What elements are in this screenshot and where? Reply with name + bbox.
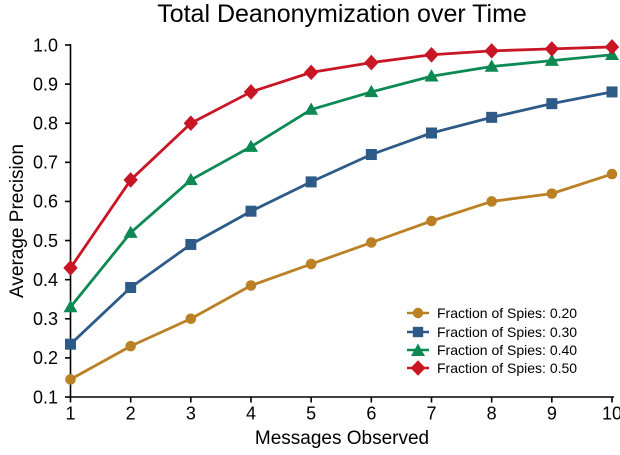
data-point bbox=[243, 84, 259, 100]
legend-marker-circle-icon bbox=[407, 307, 429, 319]
series-line-0 bbox=[69, 172, 614, 381]
data-point bbox=[123, 172, 138, 188]
y-tick-label: 0.6 bbox=[33, 192, 58, 212]
data-point bbox=[424, 46, 439, 63]
series-line-2 bbox=[69, 53, 614, 309]
x-tick-label: 3 bbox=[186, 404, 196, 424]
legend-marker-square-icon bbox=[407, 326, 429, 337]
legend-item: Fraction of Spies: 0.30 bbox=[404, 322, 577, 340]
x-tick-label: 10 bbox=[602, 404, 620, 424]
data-point bbox=[544, 41, 560, 57]
data-point bbox=[546, 98, 558, 110]
legend-label: Fraction of Spies: 0.50 bbox=[437, 360, 578, 377]
legend-marker-diamond-icon bbox=[407, 360, 429, 377]
x-tick-label: 1 bbox=[65, 404, 75, 424]
y-tick-label: 0.1 bbox=[33, 387, 58, 407]
x-tick-label: 8 bbox=[487, 404, 497, 424]
data-point bbox=[65, 338, 76, 350]
legend-label: Fraction of Spies: 0.20 bbox=[437, 305, 578, 322]
data-point bbox=[245, 205, 257, 217]
data-point bbox=[364, 54, 379, 71]
x-tick-label: 5 bbox=[306, 404, 316, 424]
data-point bbox=[606, 168, 618, 180]
legend: Fraction of Spies: 0.20 Fraction of Spie… bbox=[404, 304, 577, 378]
x-tick-label: 7 bbox=[426, 404, 436, 424]
y-tick-label: 1.0 bbox=[33, 35, 58, 55]
y-tick-label: 0.3 bbox=[33, 309, 58, 329]
data-point bbox=[125, 281, 137, 293]
y-axis-label: Average Precision bbox=[7, 144, 28, 298]
y-tick-label: 0.7 bbox=[33, 153, 58, 173]
data-point bbox=[63, 260, 78, 276]
data-point bbox=[123, 225, 138, 238]
data-point bbox=[63, 300, 78, 313]
data-point bbox=[125, 340, 136, 352]
series-line-1 bbox=[69, 90, 614, 346]
x-axis-label: Messages Observed bbox=[254, 428, 430, 449]
data-point bbox=[606, 86, 618, 98]
data-point bbox=[305, 258, 317, 270]
data-point bbox=[544, 53, 559, 66]
data-point bbox=[484, 59, 499, 72]
legend-marker-triangle-icon bbox=[407, 343, 429, 356]
data-point bbox=[366, 237, 377, 248]
data-point bbox=[486, 111, 498, 123]
y-tick-label: 0.5 bbox=[33, 231, 58, 251]
x-tick-label: 4 bbox=[246, 404, 256, 424]
x-tick-label: 2 bbox=[126, 404, 136, 424]
series-line-3 bbox=[69, 45, 614, 270]
data-point bbox=[546, 188, 558, 199]
data-point bbox=[303, 64, 319, 81]
legend-item: Fraction of Spies: 0.50 bbox=[404, 359, 577, 377]
y-tick-label: 0.8 bbox=[33, 114, 58, 134]
data-point bbox=[426, 127, 437, 139]
data-point bbox=[305, 176, 317, 188]
data-point bbox=[65, 374, 76, 385]
legend-label: Fraction of Spies: 0.30 bbox=[437, 323, 578, 340]
data-point bbox=[426, 215, 437, 227]
data-point bbox=[185, 313, 197, 325]
data-point bbox=[364, 84, 379, 98]
data-point bbox=[183, 115, 199, 132]
legend-item: Fraction of Spies: 0.40 bbox=[404, 341, 577, 359]
data-point bbox=[424, 69, 439, 82]
legend-label: Fraction of Spies: 0.40 bbox=[437, 341, 578, 358]
data-point bbox=[486, 196, 497, 207]
x-tick-label: 9 bbox=[547, 404, 557, 424]
x-tick-label: 6 bbox=[366, 404, 376, 424]
chart-title: Total Deanonymization over Time bbox=[157, 0, 527, 28]
data-point bbox=[365, 149, 377, 161]
y-tick-label: 0.9 bbox=[33, 74, 58, 94]
legend-item: Fraction of Spies: 0.20 bbox=[404, 304, 577, 322]
data-point bbox=[604, 39, 620, 55]
y-tick-label: 0.2 bbox=[33, 348, 58, 368]
data-point bbox=[304, 102, 319, 115]
data-point bbox=[245, 280, 257, 291]
data-point bbox=[185, 238, 197, 250]
data-point bbox=[183, 172, 198, 186]
data-point bbox=[484, 43, 499, 59]
y-tick-label: 0.4 bbox=[33, 270, 58, 290]
data-point bbox=[244, 139, 258, 152]
